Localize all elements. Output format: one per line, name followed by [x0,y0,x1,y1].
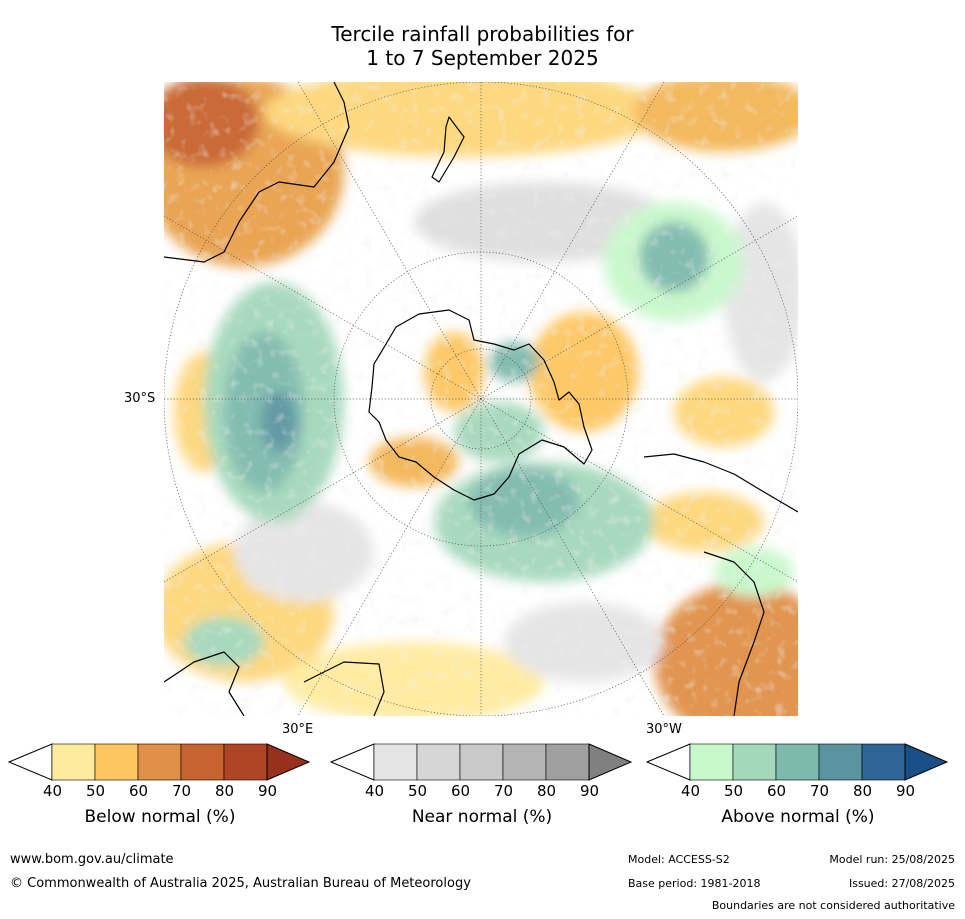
colorbar-low-arrow [8,743,53,781]
colorbar-segment [459,743,504,781]
map-title-line2: 1 to 7 September 2025 [366,46,599,70]
footer-issued: Issued: 27/08/2025 [848,877,955,890]
antarctica-coast [368,309,593,501]
colorbar-segment [861,743,906,781]
footer-disclaimer: Boundaries are not considered authoritat… [711,899,955,912]
colorbar-segment [818,743,863,781]
colorbar-tick-label: 70 [172,782,192,800]
colorbar-label-above: Above normal (%) [721,807,875,827]
madagascar-coast [303,661,385,716]
colorbar-high-arrow [904,743,949,781]
colorbar-segment [94,743,139,781]
footer-model-run: Model run: 25/08/2025 [829,853,955,866]
colorbar-segment [545,743,590,781]
colorbar-segment [689,743,734,781]
colorbar-tick-label: 60 [451,782,471,800]
colorbar-tick-label: 70 [494,782,514,800]
colorbar-high-arrow [588,743,633,781]
colorbar-tick-label: 40 [43,782,63,800]
colorbar-segment [51,743,96,781]
colorbar-segment [732,743,777,781]
lat-label-30s: 30°S [124,391,156,406]
colorbar-label-below: Below normal (%) [84,807,236,827]
colorbar-tick-label: 90 [580,782,600,800]
colorbar-low-arrow [330,743,375,781]
colorbar-segment [416,743,461,781]
colorbar-tick-label: 80 [537,782,557,800]
colorbar-tick-label: 90 [896,782,916,800]
colorbar-label-near: Near normal (%) [411,807,553,827]
colorbar-segment [502,743,547,781]
south-america-coast [643,453,798,513]
polar-probability-map [164,82,798,716]
colorbar-tick-label: 70 [810,782,830,800]
colorbar-tick-label: 50 [408,782,428,800]
footer-copyright: © Commonwealth of Australia 2025, Austra… [10,876,471,891]
colorbar-tick-label: 80 [215,782,235,800]
colorbar-above-normal [646,743,949,781]
footer-base-period: Base period: 1981-2018 [628,877,761,890]
colorbar-tick-label: 60 [129,782,149,800]
colorbar-tick-label: 50 [86,782,106,800]
colorbar-tick-label: 40 [365,782,385,800]
colorbar-high-arrow [266,743,311,781]
colorbar-tick-label: 80 [853,782,873,800]
colorbar-near-normal [330,743,633,781]
south-america-coast-2 [703,551,765,716]
colorbar-low-arrow [646,743,691,781]
footer-model: Model: ACCESS-S2 [628,853,730,866]
colorbar-tick-label: 90 [258,782,278,800]
colorbar-tick-label: 40 [681,782,701,800]
new-zealand-coast [431,116,465,183]
colorbar-segment [775,743,820,781]
colorbar-tick-label: 60 [767,782,787,800]
africa-coast [164,651,245,716]
colorbar-segment [223,743,268,781]
map-title-line1: Tercile rainfall probabilities for [331,22,634,46]
colorbar-segment [137,743,182,781]
colorbar-segment [180,743,225,781]
australia-coast [164,82,350,263]
colorbar-segment [373,743,418,781]
lon-label-30w: 30°W [646,722,682,737]
colorbar-below-normal [8,743,311,781]
footer-website: www.bom.gov.au/climate [10,852,174,867]
lon-label-30e: 30°E [282,722,314,737]
colorbar-tick-label: 50 [724,782,744,800]
